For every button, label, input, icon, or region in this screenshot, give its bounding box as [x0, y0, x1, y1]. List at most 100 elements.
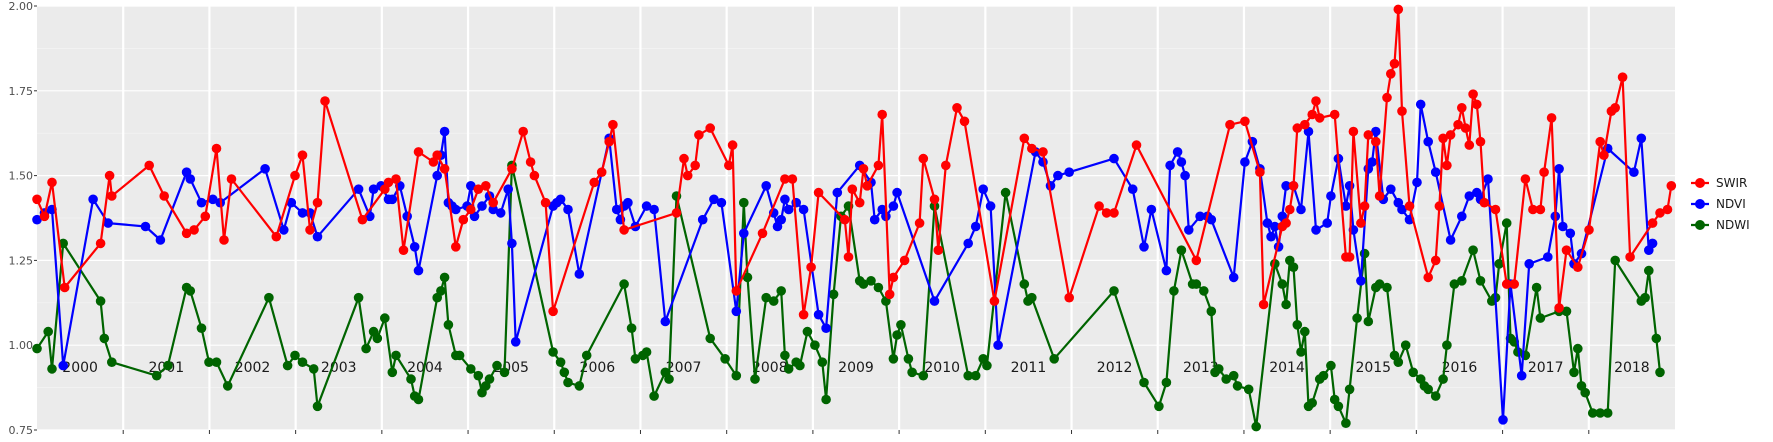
- legend-label-ndvi: NDVI: [1716, 197, 1746, 211]
- data-point-ndvi: [1543, 252, 1553, 262]
- data-point-ndwi: [1457, 276, 1467, 286]
- data-point-swir: [181, 228, 192, 239]
- data-point-ndwi: [970, 370, 981, 381]
- data-point-ndwi: [892, 330, 902, 340]
- data-point-swir: [1625, 252, 1635, 262]
- data-point-swir: [813, 187, 824, 198]
- data-point-swir: [858, 164, 869, 174]
- data-point-ndwi: [742, 272, 753, 283]
- data-point-swir: [840, 214, 850, 225]
- data-point-ndvi: [1371, 126, 1381, 137]
- data-point-ndvi: [1558, 221, 1568, 232]
- data-point-swir: [873, 160, 884, 171]
- data-point-swir: [458, 214, 469, 225]
- data-point-ndvi: [1139, 242, 1149, 252]
- data-point-ndvi: [1184, 225, 1194, 235]
- data-point-ndvi: [507, 238, 517, 249]
- data-point-ndwi: [907, 367, 917, 378]
- data-point-ndwi: [466, 364, 476, 374]
- data-point-ndvi: [929, 296, 940, 306]
- data-point-ndvi: [1053, 170, 1063, 181]
- data-point-ndwi: [731, 370, 742, 381]
- data-point-ndwi: [1341, 418, 1351, 429]
- data-point-ndvi: [155, 235, 166, 245]
- data-point-swir: [724, 160, 734, 171]
- legend-key-point: [1695, 220, 1705, 230]
- data-point-ndwi: [406, 374, 416, 384]
- year-label: 2010: [924, 360, 960, 376]
- data-point-ndwi: [1382, 282, 1392, 293]
- data-point-swir: [1573, 262, 1583, 273]
- data-point-ndwi: [1027, 292, 1037, 303]
- data-point-swir: [383, 177, 394, 188]
- data-point-ndwi: [750, 374, 760, 384]
- data-point-ndvi: [1206, 214, 1217, 225]
- data-point-swir: [1363, 130, 1374, 140]
- y-axis: 0.75 1.00 1.25 1.50 1.75 2.00: [9, 0, 37, 437]
- data-point-swir: [862, 181, 872, 191]
- data-point-ndwi: [1408, 367, 1418, 378]
- data-point-swir: [1610, 103, 1620, 113]
- data-point-ndwi: [43, 326, 53, 337]
- data-point-ndwi: [1326, 360, 1336, 371]
- data-point-ndvi: [1326, 191, 1336, 201]
- data-point-ndwi: [312, 401, 323, 412]
- data-point-ndvi: [1341, 201, 1351, 211]
- data-point-ndwi: [581, 350, 592, 361]
- data-point-ndwi: [1640, 292, 1650, 303]
- data-point-ndvi: [1554, 164, 1564, 174]
- data-point-ndwi: [1176, 245, 1187, 255]
- data-point-ndwi: [499, 367, 510, 378]
- legend-key-point: [1695, 178, 1705, 188]
- data-point-swir: [731, 286, 742, 296]
- data-point-ndwi: [896, 320, 906, 330]
- data-point-swir: [1191, 255, 1202, 266]
- data-point-ndvi: [58, 360, 68, 371]
- data-point-ndwi: [1199, 286, 1209, 296]
- data-point-ndwi: [1655, 367, 1665, 378]
- series-layer: [32, 4, 1677, 432]
- data-point-ndvi: [709, 194, 719, 205]
- year-label: 2002: [235, 360, 271, 376]
- data-point-swir: [1490, 204, 1501, 215]
- data-point-ndwi: [484, 374, 495, 384]
- data-point-ndvi: [1397, 204, 1407, 215]
- data-point-ndwi: [1569, 367, 1579, 378]
- data-point-swir: [1423, 272, 1433, 283]
- data-point-swir: [1094, 201, 1104, 211]
- data-point-ndvi: [1064, 167, 1074, 177]
- data-point-ndwi: [828, 289, 839, 300]
- data-point-ndwi: [1109, 286, 1119, 296]
- data-point-ndwi: [1352, 313, 1362, 323]
- data-point-ndvi: [821, 323, 831, 334]
- data-point-ndvi: [1386, 184, 1396, 194]
- data-point-ndwi: [361, 343, 371, 354]
- data-point-swir: [679, 153, 689, 164]
- data-point-swir: [1389, 58, 1400, 69]
- data-point-ndwi: [297, 357, 308, 368]
- data-point-ndwi: [720, 354, 730, 364]
- data-point-ndvi: [1281, 181, 1291, 191]
- data-point-ndwi: [619, 279, 629, 289]
- data-point-ndvi: [439, 126, 450, 137]
- data-point-ndwi: [630, 354, 641, 364]
- data-point-swir: [1404, 201, 1415, 211]
- data-point-ndwi: [641, 347, 652, 357]
- data-point-ndvi: [1445, 235, 1456, 245]
- data-point-swir: [1311, 96, 1321, 106]
- data-point-swir: [439, 164, 450, 174]
- data-point-ndvi: [623, 197, 633, 208]
- data-point-swir: [959, 116, 970, 127]
- data-point-swir: [95, 238, 106, 249]
- data-point-swir: [1666, 181, 1677, 191]
- data-point-swir: [854, 197, 865, 208]
- data-point-ndwi: [705, 333, 715, 344]
- data-point-ndwi: [795, 360, 805, 371]
- data-point-ndvi: [978, 184, 988, 194]
- data-point-ndvi: [791, 197, 801, 208]
- data-point-ndwi: [1494, 259, 1504, 269]
- data-point-ndwi: [380, 313, 390, 323]
- data-point-ndvi: [1629, 167, 1639, 177]
- data-point-swir: [682, 170, 693, 181]
